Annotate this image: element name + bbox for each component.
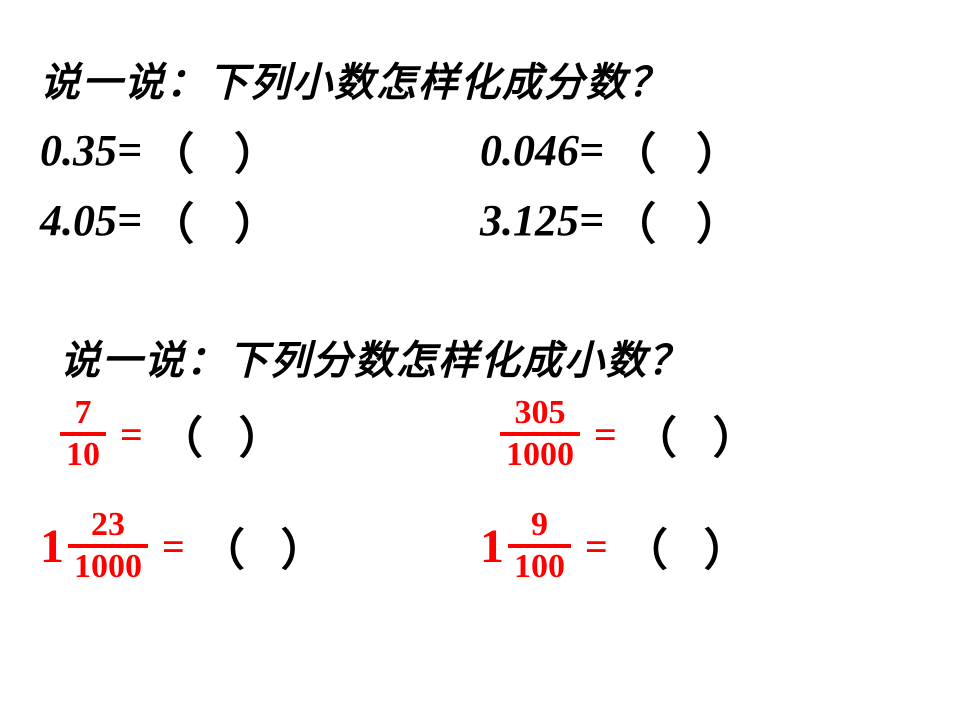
section2-item-1: 7 10 = （） xyxy=(60,396,500,472)
blank-paren: （） xyxy=(612,188,780,252)
fraction-numerator: 7 xyxy=(69,396,98,432)
whole-number: 1 xyxy=(40,519,64,574)
section1-row-1: 0.35= （） 0.046= （） xyxy=(40,118,920,182)
section2-item-3: 1 23 1000 = （） xyxy=(40,508,480,584)
blank-paren: （） xyxy=(201,514,361,578)
fraction-denominator: 1000 xyxy=(500,432,580,472)
section1-item-4: 3.125= （） xyxy=(480,188,920,252)
fraction-denominator: 10 xyxy=(60,432,106,472)
blank-paren: （） xyxy=(624,514,784,578)
worksheet-page: 说一说：下列小数怎样化成分数？ 0.35= （） 0.046= （） 4.05=… xyxy=(0,0,960,720)
equals-sign: = xyxy=(162,523,185,570)
decimal-label: 3.125= xyxy=(480,195,604,246)
section1-heading: 说一说：下列小数怎样化成分数？ xyxy=(40,50,920,108)
fraction: 23 1000 xyxy=(68,508,148,584)
section2-item-2: 305 1000 = （） xyxy=(500,396,940,472)
section1-row-2: 4.05= （） 3.125= （） xyxy=(40,188,920,252)
equals-sign: = xyxy=(594,411,617,458)
blank-paren: （） xyxy=(159,402,319,466)
blank-paren: （） xyxy=(150,188,318,252)
fraction: 7 10 xyxy=(60,396,106,472)
fraction: 305 1000 xyxy=(500,396,580,472)
section1-item-1: 0.35= （） xyxy=(40,118,480,182)
blank-paren: （） xyxy=(633,402,793,466)
blank-paren: （） xyxy=(612,118,780,182)
decimal-label: 0.046= xyxy=(480,125,604,176)
equals-sign: = xyxy=(585,523,608,570)
fraction-denominator: 100 xyxy=(508,544,571,584)
fraction-numerator: 305 xyxy=(509,396,572,432)
fraction: 9 100 xyxy=(508,508,571,584)
spacer xyxy=(40,478,920,508)
section2-row-2: 1 23 1000 = （） 1 9 100 = （） xyxy=(40,508,920,584)
section2-heading: 说一说：下列分数怎样化成小数？ xyxy=(60,328,920,386)
spacer xyxy=(40,258,920,328)
blank-paren: （） xyxy=(150,118,318,182)
fraction-numerator: 23 xyxy=(85,508,131,544)
equals-sign: = xyxy=(120,411,143,458)
section2-row-1: 7 10 = （） 305 1000 = （） xyxy=(60,396,920,472)
section1-item-3: 4.05= （） xyxy=(40,188,480,252)
whole-number: 1 xyxy=(480,519,504,574)
section2-item-4: 1 9 100 = （） xyxy=(480,508,920,584)
decimal-label: 4.05= xyxy=(40,195,142,246)
decimal-label: 0.35= xyxy=(40,125,142,176)
fraction-denominator: 1000 xyxy=(68,544,148,584)
fraction-numerator: 9 xyxy=(525,508,554,544)
section1-item-2: 0.046= （） xyxy=(480,118,920,182)
